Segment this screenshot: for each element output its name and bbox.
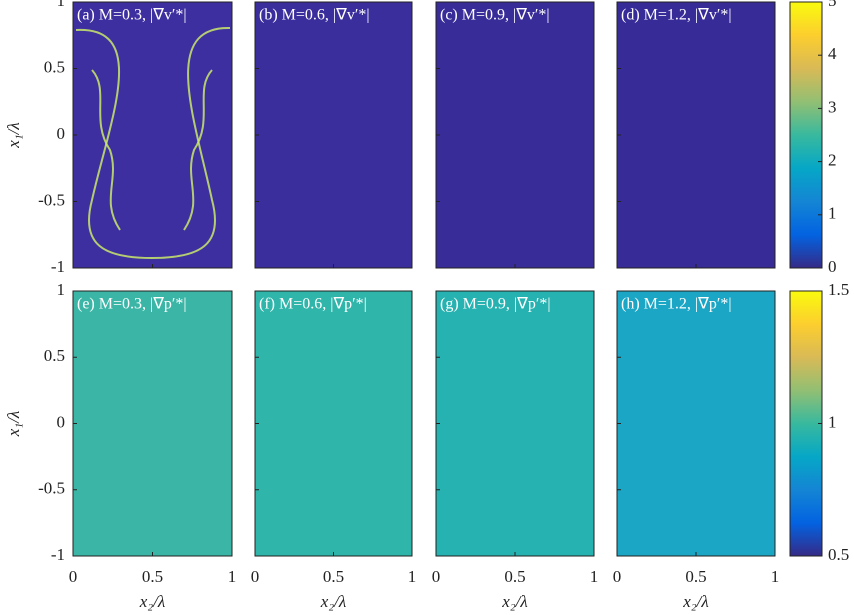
field xyxy=(436,2,594,268)
y-tick-label: 0 xyxy=(57,124,66,143)
field xyxy=(617,2,775,268)
y-tick-label: -0.5 xyxy=(38,190,65,209)
panel-title: (g) M=0.9, |∇p′*| xyxy=(440,296,551,313)
field xyxy=(73,291,232,556)
field xyxy=(617,291,775,556)
y-tick-label: -1 xyxy=(51,545,65,564)
colorbar-tick-label: 0.5 xyxy=(828,545,849,564)
x-tick-label: 0 xyxy=(251,567,260,586)
field xyxy=(255,291,412,556)
colorbar-tick-label: 1 xyxy=(828,204,837,223)
x-axis-label: x₂/λ xyxy=(501,592,528,611)
y-tick-label: 1 xyxy=(57,0,66,10)
colorbar-tick-label: 1.5 xyxy=(828,280,849,299)
panel-title: (c) M=0.9, |∇v′*| xyxy=(440,7,550,24)
x-tick-label: 1 xyxy=(408,567,417,586)
x-tick-label: 0 xyxy=(432,567,441,586)
x-tick-label: 0.5 xyxy=(685,567,706,586)
decoration xyxy=(75,26,231,260)
panel-title: (h) M=1.2, |∇p′*| xyxy=(621,296,732,313)
y-tick-label: 0.5 xyxy=(44,57,65,76)
y-axis-label: x₁/λ xyxy=(4,122,23,149)
colorbar-tick-label: 2 xyxy=(828,151,837,170)
x-tick-label: 1 xyxy=(771,567,780,586)
colorbar-tick-label: 4 xyxy=(828,44,837,63)
field xyxy=(255,2,412,268)
colorbar-tick-label: 3 xyxy=(828,97,837,116)
panel-title: (d) M=1.2, |∇v′*| xyxy=(621,7,732,24)
y-axis-label: x₁/λ xyxy=(4,411,23,438)
colorbar-tick-label: 0 xyxy=(828,257,837,276)
axes: (a) M=0.3, |∇v′*| -1 -0.5 0 0.5 1 x₁/λ (b) M=0.… xyxy=(4,0,849,611)
field xyxy=(73,2,232,268)
colorbar xyxy=(789,290,823,557)
x-tick-label: 1 xyxy=(228,567,237,586)
x-tick-label: 1 xyxy=(590,567,599,586)
panel-title: (e) M=0.3, |∇p′*| xyxy=(77,296,187,313)
x-axis-label: x₂/λ xyxy=(320,592,347,611)
x-axis-label: x₂/λ xyxy=(139,592,166,611)
y-tick-label: -0.5 xyxy=(38,479,65,498)
panels xyxy=(73,1,823,557)
y-tick-label: -1 xyxy=(51,257,65,276)
y-tick-label: 0.5 xyxy=(44,346,65,365)
colorbar-tick-label: 1 xyxy=(828,412,837,431)
x-tick-label: 0.5 xyxy=(323,567,344,586)
colorbar xyxy=(789,1,823,269)
x-tick-label: 0 xyxy=(613,567,622,586)
panel-title: (f) M=0.6, |∇p′*| xyxy=(259,296,367,313)
panel-title: (a) M=0.3, |∇v′*| xyxy=(77,7,187,24)
y-tick-label: 1 xyxy=(57,280,66,299)
x-tick-label: 0.5 xyxy=(504,567,525,586)
colorbar-tick-label: 5 xyxy=(828,0,837,10)
panel-title: (b) M=0.6, |∇v′*| xyxy=(259,7,370,24)
x-tick-label: 0.5 xyxy=(142,567,163,586)
y-tick-label: 0 xyxy=(57,412,66,431)
x-axis-label: x₂/λ xyxy=(682,592,709,611)
x-tick-label: 0 xyxy=(69,567,78,586)
field xyxy=(436,291,594,556)
